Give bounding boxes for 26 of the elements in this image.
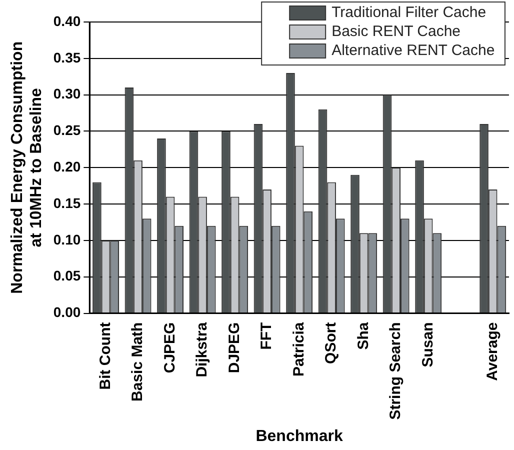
- x-axis-title: Benchmark: [256, 428, 343, 445]
- legend-label: Basic RENT Cache: [332, 23, 461, 40]
- x-tick-label: DJPEG: [226, 322, 243, 374]
- y-tick-label: 0.40: [53, 12, 81, 29]
- y-tick-label: 0.10: [53, 231, 81, 248]
- y-tick-label: 0.20: [53, 158, 81, 174]
- y-axis-title: Normalized Energy Consumption at 10MHz to Baseline: [9, 41, 46, 294]
- y-tick-label: 0.25: [53, 122, 81, 138]
- x-tick-label: String Search: [387, 322, 404, 420]
- y-tick-label: 0.35: [53, 49, 81, 66]
- x-tick-label: Susan: [419, 322, 436, 368]
- x-tick-label: Patricia: [290, 322, 308, 376]
- legend-label: Traditional Filter Cache: [332, 4, 486, 22]
- x-tick-label: FFT: [258, 322, 276, 350]
- x-tick-label: Sha: [354, 322, 372, 350]
- y-tick-label: 0.00: [53, 304, 81, 320]
- legend-label: Alternative RENT Cache: [332, 42, 495, 60]
- x-tick-label: Basic Math: [129, 322, 146, 402]
- x-tick-label: Dijkstra: [194, 322, 211, 378]
- y-tick-label: 0.05: [53, 268, 81, 284]
- x-tick-label: QSort: [322, 322, 340, 364]
- y-tick-label: 0.15: [53, 194, 81, 211]
- x-tick-label: Average: [484, 322, 501, 381]
- x-tick-label: CJPEG: [161, 322, 178, 374]
- y-tick-label: 0.30: [53, 86, 81, 102]
- x-tick-label: Bit Count: [96, 322, 114, 390]
